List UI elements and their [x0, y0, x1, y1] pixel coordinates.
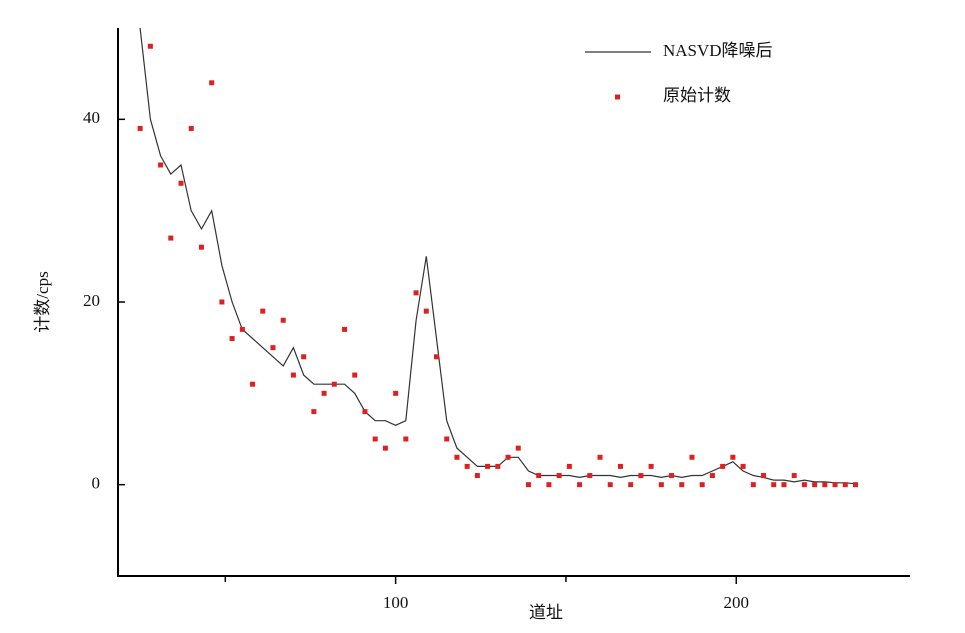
data-point — [372, 436, 378, 442]
legend-marker — [615, 94, 620, 100]
data-point — [311, 409, 317, 415]
data-point — [209, 80, 215, 86]
data-point — [515, 445, 521, 451]
data-point — [485, 463, 491, 469]
data-point — [577, 482, 583, 488]
data-line — [139, 28, 856, 485]
data-point — [771, 482, 777, 488]
data-point — [158, 162, 164, 168]
data-point — [628, 482, 634, 488]
data-point — [750, 482, 756, 488]
data-point — [393, 390, 399, 396]
x-tick-label: 200 — [724, 593, 750, 612]
data-point — [566, 463, 572, 469]
data-point — [331, 381, 337, 387]
data-point — [852, 482, 858, 488]
data-point — [689, 454, 695, 460]
data-point — [587, 473, 593, 479]
data-point — [454, 454, 460, 460]
data-point — [403, 436, 409, 442]
data-point — [219, 299, 225, 305]
data-point — [250, 381, 256, 387]
data-point — [464, 463, 470, 469]
data-point — [556, 473, 562, 479]
data-point — [812, 482, 818, 488]
data-point — [321, 390, 327, 396]
data-point — [342, 326, 348, 332]
data-point — [822, 482, 828, 488]
data-point — [423, 308, 429, 314]
legend-label: 原始计数 — [663, 86, 731, 105]
data-point — [147, 43, 153, 49]
data-point — [198, 244, 204, 250]
data-point — [761, 473, 767, 479]
data-point — [434, 354, 440, 360]
data-point — [730, 454, 736, 460]
data-point — [801, 482, 807, 488]
data-point — [137, 125, 143, 131]
data-point — [740, 463, 746, 469]
data-point — [352, 372, 358, 378]
x-axis-label: 道址 — [529, 603, 563, 622]
data-point — [495, 463, 501, 469]
data-point — [260, 308, 266, 314]
data-point — [188, 125, 194, 131]
plot-area — [137, 28, 858, 488]
data-point — [301, 354, 307, 360]
data-point — [362, 409, 368, 415]
data-point — [720, 463, 726, 469]
data-point — [546, 482, 552, 488]
data-point — [229, 336, 235, 342]
data-point — [607, 482, 613, 488]
data-point — [168, 235, 174, 241]
data-point — [709, 473, 715, 479]
data-point — [239, 326, 245, 332]
data-point — [597, 454, 603, 460]
data-point — [638, 473, 644, 479]
data-point — [444, 436, 450, 442]
data-point — [525, 482, 531, 488]
data-point — [669, 473, 675, 479]
data-point — [413, 290, 419, 296]
data-point — [832, 482, 838, 488]
data-point — [474, 473, 480, 479]
x-tick-label: 100 — [383, 593, 409, 612]
data-point — [290, 372, 296, 378]
y-tick-label: 40 — [83, 108, 100, 127]
y-tick-label: 20 — [83, 291, 100, 310]
data-point — [617, 463, 623, 469]
data-point — [505, 454, 511, 460]
data-point — [842, 482, 848, 488]
data-point — [658, 482, 664, 488]
data-point — [270, 345, 276, 351]
data-point — [648, 463, 654, 469]
legend-label: NASVD降噪后 — [663, 41, 773, 60]
data-point — [679, 482, 685, 488]
data-point — [791, 473, 797, 479]
y-axis-label: 计数/cps — [33, 271, 52, 332]
data-point — [280, 317, 286, 323]
data-point — [178, 180, 184, 186]
y-tick-label: 0 — [92, 474, 101, 493]
data-point — [382, 445, 388, 451]
data-point — [699, 482, 705, 488]
data-point — [536, 473, 542, 479]
data-point — [781, 482, 787, 488]
